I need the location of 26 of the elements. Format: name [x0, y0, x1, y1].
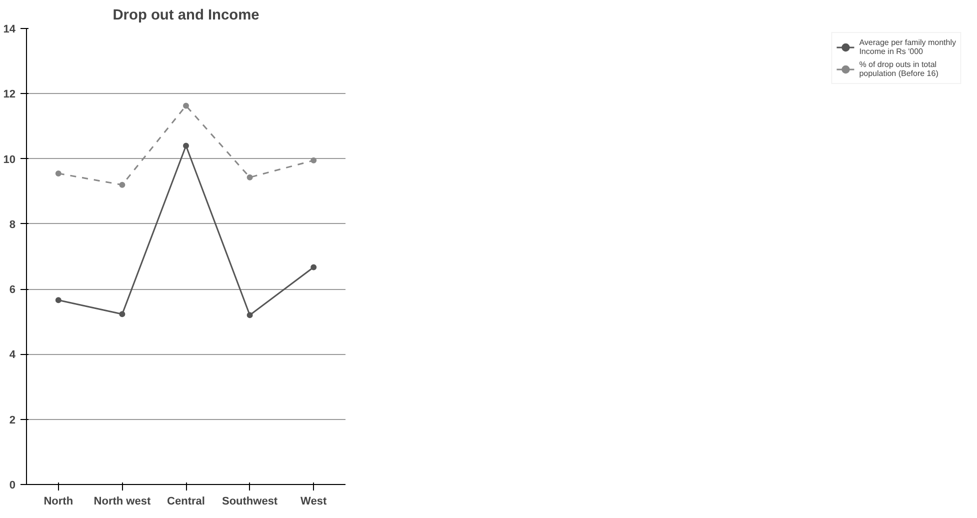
y-tick-label: 14: [3, 24, 16, 36]
point: [119, 311, 126, 318]
y-tick-label: 0: [9, 480, 16, 492]
point: [310, 157, 317, 164]
chart-title: Drop out and Income: [112, 8, 260, 24]
point: [246, 312, 253, 318]
legend-label: Average per family monthly Income in Rs '000: [859, 38, 956, 56]
y-tick-label: 8: [9, 218, 16, 231]
point: [55, 170, 62, 176]
point: [246, 174, 253, 180]
point: [310, 264, 317, 270]
point: [183, 102, 189, 109]
x-tick-label: North: [44, 496, 74, 508]
x-tick-label: North west: [94, 496, 151, 508]
y-tick-label: 10: [3, 154, 16, 166]
legend-label: % of drop outs in total population (Before 16): [859, 60, 938, 78]
point: [55, 297, 62, 304]
y-tick-label: 6: [9, 284, 16, 296]
x-tick-label: West: [300, 496, 327, 508]
y-tick-label: 4: [9, 349, 16, 362]
y-tick-label: 2: [9, 414, 16, 426]
point: [119, 182, 126, 188]
point: [183, 142, 189, 149]
x-tick-label: Central: [167, 496, 205, 508]
x-tick-label: Southwest: [222, 496, 278, 508]
y-tick-label: 12: [3, 88, 16, 101]
